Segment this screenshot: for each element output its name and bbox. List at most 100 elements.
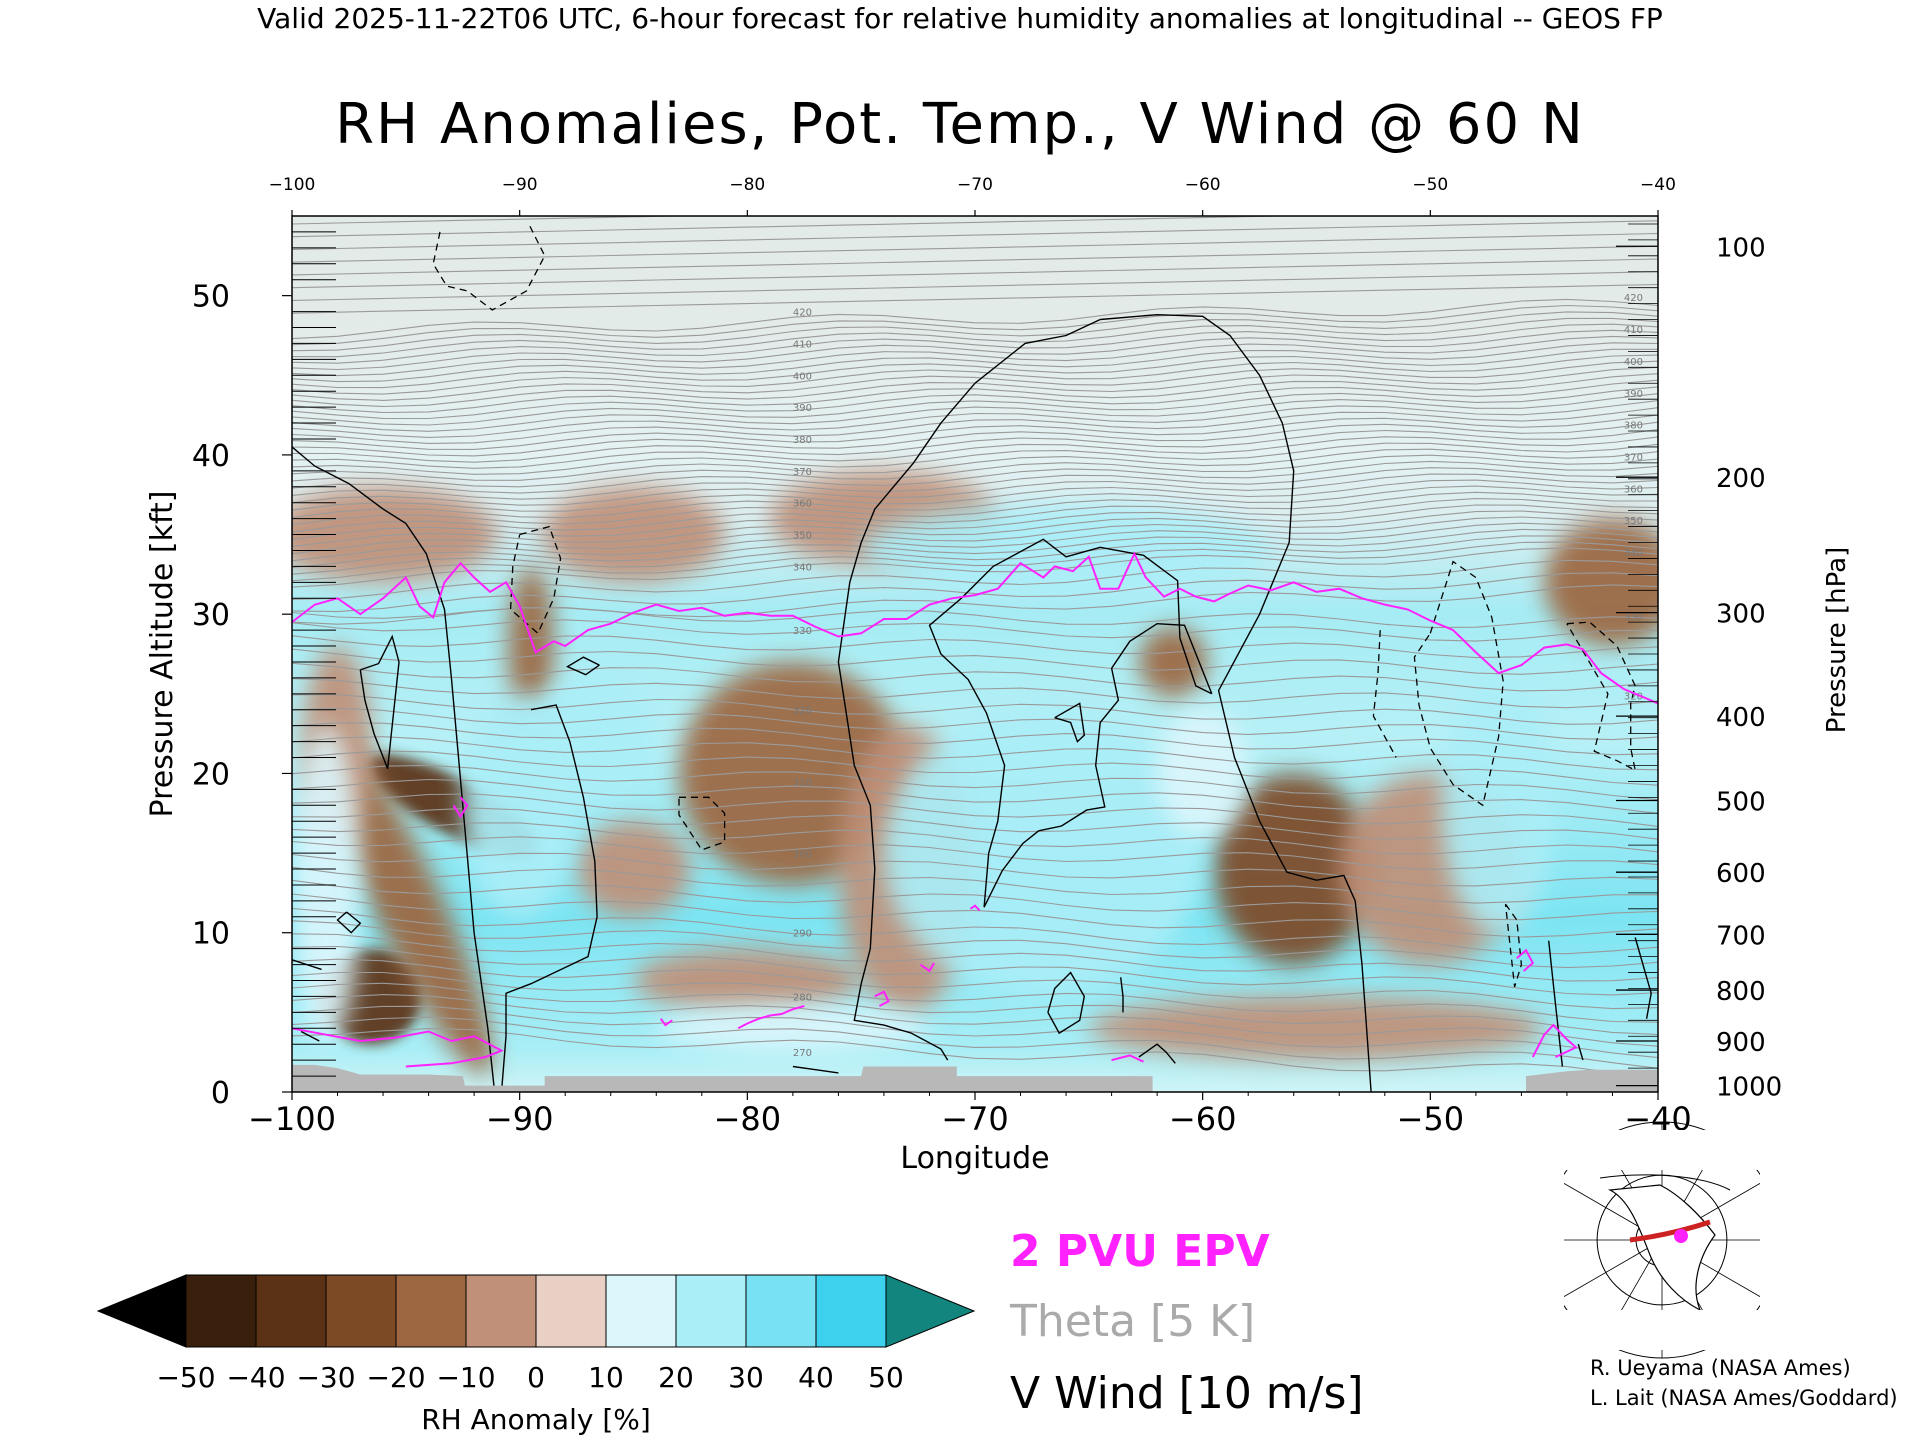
pressure-tick-label: 1000 <box>1716 1073 1782 1103</box>
theta-contour <box>292 317 1658 358</box>
theta-label: 280 <box>793 992 812 1003</box>
theta-label: 360 <box>793 499 812 510</box>
theta-label: 320 <box>1624 691 1643 702</box>
v-wind-contour-dashed <box>432 223 546 311</box>
theta-label: 410 <box>793 339 812 350</box>
theta-label: 360 <box>1624 484 1643 495</box>
theta-contour <box>292 436 1658 469</box>
theta-contour <box>292 535 1658 575</box>
v-wind-contour-solid <box>928 538 1213 908</box>
colorbar-tick-label: −10 <box>436 1361 495 1394</box>
theta-contour <box>292 335 1658 377</box>
rh-region-moist <box>519 677 657 806</box>
theta-contour <box>292 945 1658 996</box>
colorbar-segment <box>675 1274 747 1348</box>
credit-author-2: L. Lait (NASA Ames/Goddard) <box>1590 1386 1898 1410</box>
theta-label: 380 <box>1624 421 1643 432</box>
colorbar-tick-label: 40 <box>798 1361 834 1394</box>
theta-label: 330 <box>793 626 812 637</box>
theta-contour <box>292 460 1658 494</box>
theta-contour <box>292 393 1658 432</box>
colorbar-tick-label: −20 <box>366 1361 425 1394</box>
v-wind-contour-solid <box>1100 313 1372 1092</box>
rh-region-dry <box>542 486 725 583</box>
theta-label: 370 <box>1624 453 1643 464</box>
theta-contour <box>292 473 1658 506</box>
x-tick-label: −70 <box>941 1100 1009 1138</box>
theta-contour <box>292 232 1658 263</box>
theta-contour <box>292 648 1658 675</box>
y2-axis-label: Pressure [hPa] <box>1822 547 1852 734</box>
theta-contour <box>292 982 1658 1036</box>
theta-contour <box>292 504 1658 541</box>
theta-label: 370 <box>793 467 812 478</box>
rh-region-dry <box>1138 626 1208 698</box>
theta-contour <box>292 216 700 225</box>
y-tick-label: 50 <box>192 280 230 315</box>
theta-contour <box>292 342 1658 383</box>
colorbar-tick-label: 30 <box>728 1361 764 1394</box>
theta-contour <box>292 323 1658 364</box>
theta-contour <box>292 866 1658 904</box>
theta-contour <box>292 528 1658 569</box>
theta-contour <box>292 428 1658 463</box>
theta-contour <box>292 491 1658 526</box>
theta-contour <box>292 421 1658 457</box>
pressure-tick-label: 600 <box>1716 859 1766 889</box>
theta-contour <box>292 635 1658 659</box>
pressure-tick-label: 200 <box>1716 464 1766 494</box>
theta-label: 350 <box>793 531 812 542</box>
pressure-tick-label: 700 <box>1716 921 1766 951</box>
theta-contour <box>292 694 1658 725</box>
terrain-shading <box>292 1064 1658 1092</box>
colorbar-extend-low <box>96 1274 187 1348</box>
v-wind-contour-solid <box>359 634 400 769</box>
theta-contour <box>292 498 1658 533</box>
epv-small-contour <box>1111 1054 1144 1063</box>
theta-contour <box>292 852 1658 887</box>
x-axis-label: Longitude <box>900 1141 1049 1176</box>
theta-contour <box>292 510 1658 548</box>
theta-contour <box>292 329 1658 371</box>
rh-region-dry <box>319 727 493 1075</box>
v-wind-contour-dashed <box>509 525 562 635</box>
theta-label: 420 <box>1624 293 1643 304</box>
pressure-tick-label: 800 <box>1716 977 1766 1007</box>
theta-contour <box>292 933 1658 982</box>
theta-contour <box>292 485 1658 519</box>
v-wind-contour-solid <box>837 318 1101 1061</box>
theta-label: 390 <box>793 403 812 414</box>
colorbar-segment <box>815 1274 887 1348</box>
inset-mask <box>1524 1130 1800 1350</box>
v-wind-contour-solid <box>792 1065 839 1074</box>
theta-contour <box>292 311 1658 352</box>
y-tick-label: 30 <box>192 598 230 633</box>
legend-theta: Theta [5 K] <box>1010 1296 1256 1347</box>
x-top-tick-label: −80 <box>729 175 765 195</box>
colorbar-segment <box>255 1274 327 1348</box>
theta-contour <box>292 386 1658 426</box>
v-wind-contour-solid <box>1634 937 1652 1019</box>
theta-label: 300 <box>793 849 812 860</box>
x-tick-label: −100 <box>248 1100 336 1138</box>
theta-contour <box>292 807 1658 840</box>
theta-contour <box>292 547 1658 588</box>
theta-contour <box>292 442 1658 475</box>
y-tick-label: 0 <box>211 1076 230 1111</box>
v-wind-contours <box>292 223 1652 1092</box>
colorbar-tick-label: −50 <box>156 1361 215 1394</box>
theta-contour <box>292 283 1658 314</box>
theta-contour <box>292 572 1658 613</box>
theta-contour <box>292 245 1658 276</box>
theta-contour <box>292 822 1658 855</box>
epv-small-contour <box>874 990 890 1007</box>
theta-contour <box>292 1028 1658 1080</box>
theta-label: 350 <box>1624 516 1643 527</box>
y-tick-label: 10 <box>192 917 230 952</box>
theta-contour <box>292 407 1658 444</box>
pressure-tick-label: 500 <box>1716 788 1766 818</box>
colorbar-extend-high <box>885 1274 976 1348</box>
colorbar-segment <box>395 1274 467 1348</box>
x-tick-label: −80 <box>714 1100 782 1138</box>
